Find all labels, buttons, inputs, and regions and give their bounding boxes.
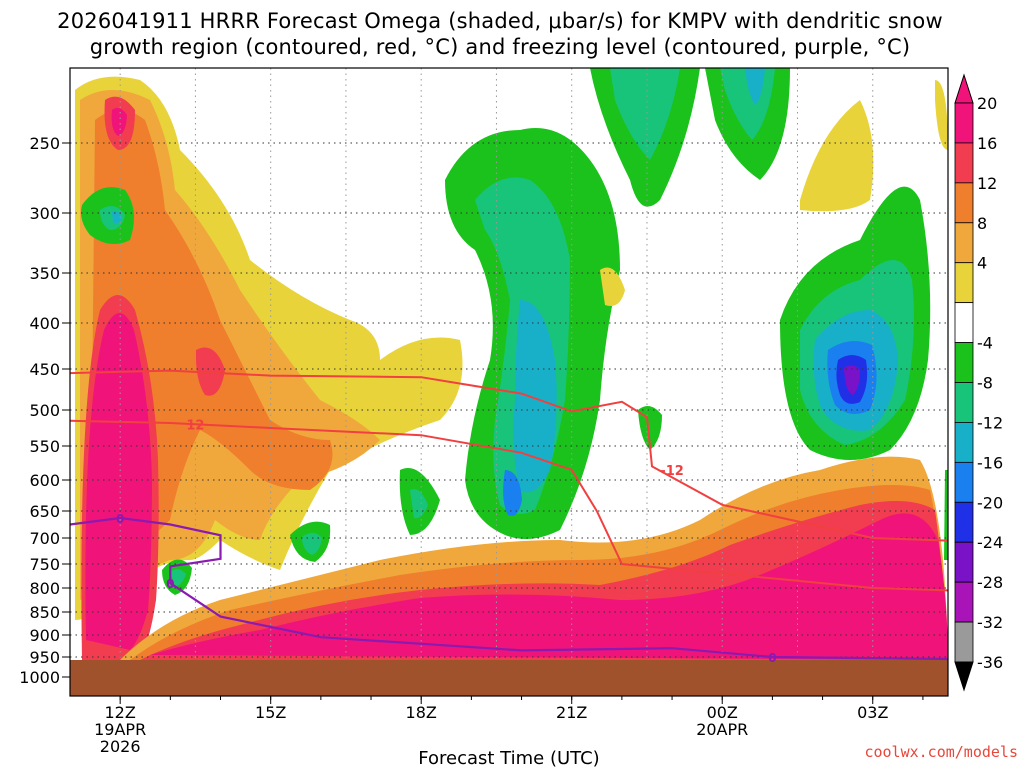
colorbar-label: -4 — [977, 334, 993, 353]
colorbar-label: -20 — [977, 493, 1003, 512]
chart-title-line2: growth region (contoured, red, °C) and f… — [89, 35, 911, 59]
y-tick-label: 650 — [29, 502, 60, 521]
colorbar-segment — [954, 581, 974, 623]
colorbar-label: 8 — [977, 214, 987, 233]
ground-shading — [70, 660, 948, 696]
freezing-level-line — [70, 516, 948, 661]
colorbar-segment — [954, 541, 974, 583]
x-tick-sublabel: 19APR — [94, 720, 146, 739]
x-tick-sublabel: 2026 — [100, 737, 141, 756]
colorbar-label: -16 — [977, 453, 1003, 472]
freezing-level-label: 0 — [768, 651, 776, 665]
plot-frame — [69, 67, 949, 697]
colorbar: 20 16 12 8 4 -4 -8 -12 -16 -20 -24 -28 -32 -36 — [954, 73, 1003, 692]
colorbar-segment — [954, 142, 974, 184]
colorbar-segment — [954, 461, 974, 503]
x-tick-label: 21Z — [556, 703, 587, 722]
y-tick-label: 1000 — [19, 668, 60, 687]
omega-shading — [75, 68, 948, 660]
colorbar-label: 16 — [977, 134, 997, 153]
x-tick-label: 15Z — [255, 703, 286, 722]
colorbar-segment — [954, 342, 974, 383]
colorbar-segment — [954, 102, 974, 144]
y-tick-label: 550 — [29, 437, 60, 456]
colorbar-segment — [954, 182, 974, 224]
x-tick-sublabel: 20APR — [696, 720, 748, 739]
y-tick-label: 300 — [29, 204, 60, 223]
colorbar-segment — [954, 501, 974, 543]
colorbar-segment — [954, 222, 974, 264]
x-axis-label: Forecast Time (UTC) — [418, 748, 599, 768]
y-axis: 250 300 350 400 450 500 550 600 650 700 750 800 850 9… — [19, 134, 70, 687]
colorbar-label: -32 — [977, 613, 1003, 632]
credit-text: coolwx.com/models — [864, 743, 1018, 761]
x-tick-label: 00Z — [707, 703, 738, 722]
dgz-contour-line — [70, 419, 948, 592]
colorbar-label: 12 — [977, 174, 997, 193]
y-tick-label: 600 — [29, 471, 60, 490]
x-tick-label: 03Z — [857, 703, 888, 722]
freezing-level-label: 0 — [116, 512, 124, 526]
colorbar-label: -24 — [977, 533, 1003, 552]
colorbar-top-triangle — [954, 73, 974, 104]
colorbar-segment — [954, 621, 974, 663]
y-tick-label: 850 — [29, 603, 60, 622]
y-tick-label: 700 — [29, 529, 60, 548]
colorbar-label: -8 — [977, 374, 993, 393]
chart-title-line1: 2026041911 HRRR Forecast Omega (shaded, … — [57, 9, 943, 33]
y-tick-label: 900 — [29, 626, 60, 645]
colorbar-label: -12 — [977, 413, 1003, 432]
colorbar-label: -28 — [977, 573, 1003, 592]
colorbar-label: -36 — [977, 653, 1003, 672]
colorbar-segment — [954, 302, 974, 343]
colorbar-label: 20 — [977, 94, 997, 113]
y-tick-label: 500 — [29, 401, 60, 420]
x-tick-label: 18Z — [406, 703, 437, 722]
dgz-contours: -12 12 — [70, 369, 948, 592]
colorbar-segment — [954, 382, 974, 423]
colorbar-label: 4 — [977, 254, 987, 273]
y-tick-label: 450 — [29, 360, 60, 379]
x-tick-label: 12Z — [105, 703, 136, 722]
y-tick-label: 950 — [29, 648, 60, 667]
freezing-level-contours: 0 0 0 — [70, 512, 948, 665]
colorbar-segment — [954, 422, 974, 463]
y-tick-label: 800 — [29, 579, 60, 598]
dgz-contour-label: 12 — [186, 418, 204, 433]
colorbar-segment — [954, 262, 974, 304]
dgz-contour-label: -12 — [660, 464, 684, 479]
y-tick-label: 750 — [29, 555, 60, 574]
dgz-contour-line — [70, 369, 948, 542]
grid — [70, 68, 948, 660]
chart-title: 2026041911 HRRR Forecast Omega (shaded, … — [0, 8, 1000, 60]
colorbar-bottom-triangle — [954, 661, 974, 692]
freezing-level-label: 0 — [166, 577, 174, 591]
y-tick-label: 250 — [29, 134, 60, 153]
y-tick-label: 350 — [29, 264, 60, 283]
y-tick-label: 400 — [29, 314, 60, 333]
